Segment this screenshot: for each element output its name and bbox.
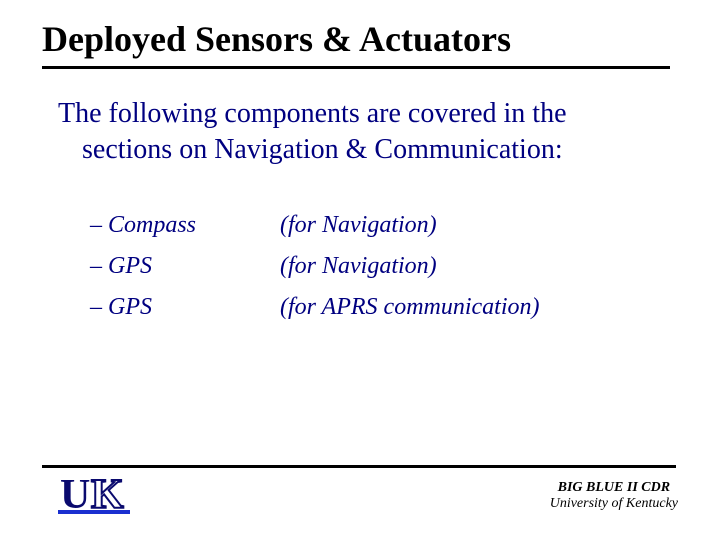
footer-line-2: University of Kentucky <box>550 496 678 512</box>
item-label: GPS <box>108 253 280 280</box>
component-list: – Compass (for Navigation) – GPS (for Na… <box>90 212 650 335</box>
list-item: – Compass (for Navigation) <box>90 212 650 239</box>
list-item: – GPS (for Navigation) <box>90 253 650 280</box>
footer-divider <box>42 465 676 468</box>
intro-text: The following components are covered in … <box>58 96 658 169</box>
item-note: (for APRS communication) <box>280 294 540 321</box>
intro-line-1: The following components are covered in … <box>58 96 658 132</box>
footer-line-1: BIG BLUE II CDR <box>550 480 678 496</box>
footer-text: BIG BLUE II CDR University of Kentucky <box>550 480 678 512</box>
bullet-dash-icon: – <box>90 212 108 239</box>
title-underline <box>42 66 670 69</box>
intro-line-2: sections on Navigation & Communication: <box>58 132 658 168</box>
item-note: (for Navigation) <box>280 253 437 280</box>
bullet-dash-icon: – <box>90 294 108 321</box>
list-item: – GPS (for APRS communication) <box>90 294 650 321</box>
item-label: GPS <box>108 294 280 321</box>
uk-logo: U K <box>56 474 136 520</box>
uk-logo-icon: U K <box>56 474 136 520</box>
item-label: Compass <box>108 212 280 239</box>
page-title: Deployed Sensors & Actuators <box>42 18 511 60</box>
bullet-dash-icon: – <box>90 253 108 280</box>
item-note: (for Navigation) <box>280 212 437 239</box>
